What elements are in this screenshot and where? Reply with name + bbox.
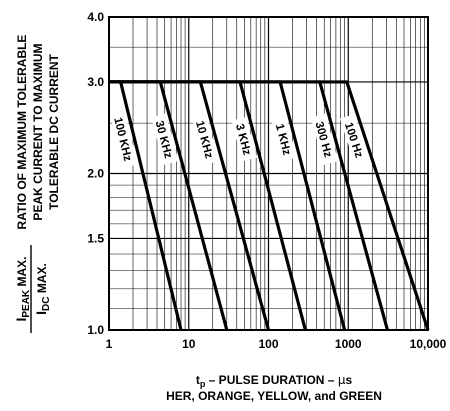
frequency-label-background	[310, 113, 339, 165]
y-tick-label: 4.0	[87, 10, 104, 24]
x-tick-label: 100	[258, 337, 278, 351]
x-tick-label: 1000	[335, 337, 362, 351]
y-tick-label: 3.0	[87, 75, 104, 89]
y-tick-label: 1.5	[87, 231, 104, 245]
frequency-label-group: 3 KHz	[231, 116, 257, 162]
x-axis-label-line2: HER, ORANGE, YELLOW, and GREEN	[166, 389, 382, 403]
curves	[109, 80, 430, 331]
x-tick-labels: 1 10 100 1000 10,000	[106, 337, 447, 351]
x-axis-label-mu: µ	[338, 373, 346, 387]
curve-100-hz	[109, 80, 430, 331]
y-axis-label-line: PEAK CURRENT TO MAXIMUM	[31, 43, 45, 220]
y-axis-ratio-numerator: IPEAK MAX.	[13, 256, 32, 321]
x-axis-label: tp – PULSE DURATION – µs	[196, 373, 353, 389]
frequency-label: 3 KHz	[233, 123, 253, 157]
frequency-label-background	[231, 116, 257, 162]
frequency-label: 1 KHz	[273, 123, 293, 157]
x-axis-label-prefix: t	[196, 373, 200, 387]
y-axis-label-line: RATIO OF MAXIMUM TOLERABLE	[15, 35, 29, 230]
frequency-label-background	[109, 109, 138, 169]
y-axis-label: RATIO OF MAXIMUM TOLERABLE PEAK CURRENT T…	[13, 35, 61, 333]
frequency-label-background	[339, 114, 370, 166]
y-tick-labels: 1.0 1.5 2.0 3.0 4.0	[87, 10, 104, 337]
y-tick-label: 2.0	[87, 167, 104, 181]
grid	[108, 17, 428, 330]
x-tick-label: 10	[182, 337, 196, 351]
x-axis-label-unit: s	[345, 373, 352, 387]
plot-frame	[108, 16, 429, 331]
y-axis-ratio-denominator: IDC MAX.	[33, 263, 52, 315]
y-axis-label-line: TOLERABLE DC CURRENT	[47, 53, 61, 209]
frequency-labels: 100 KHz 30 KHz 10 KHz 3 KHz 1 KHz 300 Hz 100 H…	[109, 109, 370, 169]
frequency-label-background	[271, 116, 297, 162]
x-tick-label: 10,000	[410, 337, 447, 351]
x-axis-label-rest: – PULSE DURATION –	[205, 373, 337, 387]
x-axis-label-sub: p	[200, 379, 206, 389]
frequency-label-group: 1 KHz	[271, 116, 297, 162]
frequency-label-background	[151, 113, 179, 165]
frequency-label-background	[191, 113, 220, 166]
x-tick-label: 1	[106, 337, 113, 351]
y-tick-label: 1.0	[87, 323, 104, 337]
